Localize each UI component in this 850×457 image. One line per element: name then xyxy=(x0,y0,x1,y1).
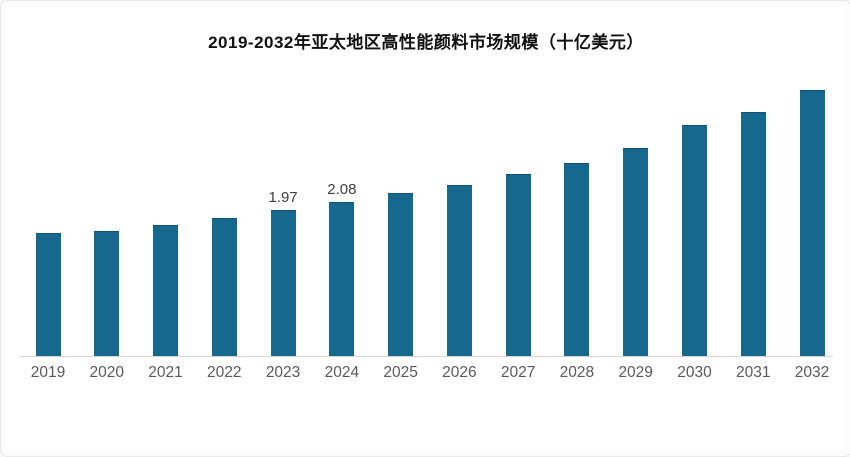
bar-2020 xyxy=(94,231,120,356)
bar-2031 xyxy=(740,112,766,356)
x-tick-2021: 2021 xyxy=(148,364,183,381)
bar-2026 xyxy=(446,185,472,356)
bar-2027 xyxy=(505,174,531,356)
bar-2022 xyxy=(211,218,237,356)
x-tick-2023: 2023 xyxy=(265,364,301,381)
x-tick-2027: 2027 xyxy=(500,364,536,381)
bar-2025 xyxy=(388,193,414,356)
x-tick-2030: 2030 xyxy=(677,364,712,381)
x-tick-2022: 2022 xyxy=(207,364,242,381)
bar-2032 xyxy=(799,90,825,356)
bar-2024 xyxy=(329,202,355,356)
bar-2029 xyxy=(623,148,649,356)
chart-title: 2019-2032年亚太地区高性能颜料市场规模（十亿美元） xyxy=(208,33,644,52)
x-tick-2024: 2024 xyxy=(324,364,360,381)
bar-2021 xyxy=(153,225,179,356)
x-tick-2029: 2029 xyxy=(618,364,653,381)
bar-value-label-2023: 1.97 xyxy=(268,189,298,206)
x-tick-2025: 2025 xyxy=(383,364,418,381)
x-tick-2026: 2026 xyxy=(442,364,477,381)
bar-2023 xyxy=(270,210,296,356)
x-tick-2031: 2031 xyxy=(735,364,771,381)
x-tick-2020: 2020 xyxy=(89,364,124,381)
x-axis-line xyxy=(19,356,833,357)
x-tick-2032: 2032 xyxy=(794,364,830,381)
bar-2019 xyxy=(35,233,61,356)
x-tick-2028: 2028 xyxy=(559,364,595,381)
bar-2030 xyxy=(681,125,707,356)
bar-value-label-2024: 2.08 xyxy=(327,181,357,198)
bar-2028 xyxy=(564,163,590,356)
x-tick-2019: 2019 xyxy=(30,364,66,381)
